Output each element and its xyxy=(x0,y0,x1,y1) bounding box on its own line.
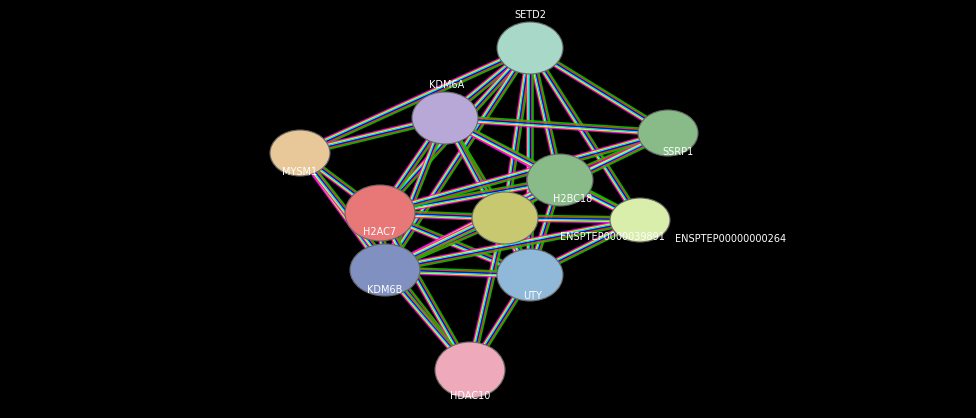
Ellipse shape xyxy=(472,192,538,244)
Text: H2AC7: H2AC7 xyxy=(363,227,396,237)
Ellipse shape xyxy=(435,342,505,398)
Ellipse shape xyxy=(527,154,593,206)
Text: KDM6A: KDM6A xyxy=(429,80,465,90)
Text: HDAC10: HDAC10 xyxy=(450,391,490,401)
Ellipse shape xyxy=(497,249,563,301)
Ellipse shape xyxy=(497,22,563,74)
Ellipse shape xyxy=(638,110,698,156)
Text: MYSM1: MYSM1 xyxy=(282,167,317,177)
Text: ENSPTEP0000039891: ENSPTEP0000039891 xyxy=(560,232,665,242)
Text: H2BC18: H2BC18 xyxy=(553,194,592,204)
Text: UTY: UTY xyxy=(523,291,543,301)
Text: SETD2: SETD2 xyxy=(514,10,546,20)
Text: ENSPTEP00000000264: ENSPTEP00000000264 xyxy=(675,234,786,244)
Text: KDM6B: KDM6B xyxy=(367,285,403,295)
Ellipse shape xyxy=(345,185,415,241)
Ellipse shape xyxy=(350,244,420,296)
Ellipse shape xyxy=(610,198,670,242)
Ellipse shape xyxy=(270,130,330,176)
Ellipse shape xyxy=(412,92,478,144)
Text: SSRP1: SSRP1 xyxy=(663,147,694,157)
